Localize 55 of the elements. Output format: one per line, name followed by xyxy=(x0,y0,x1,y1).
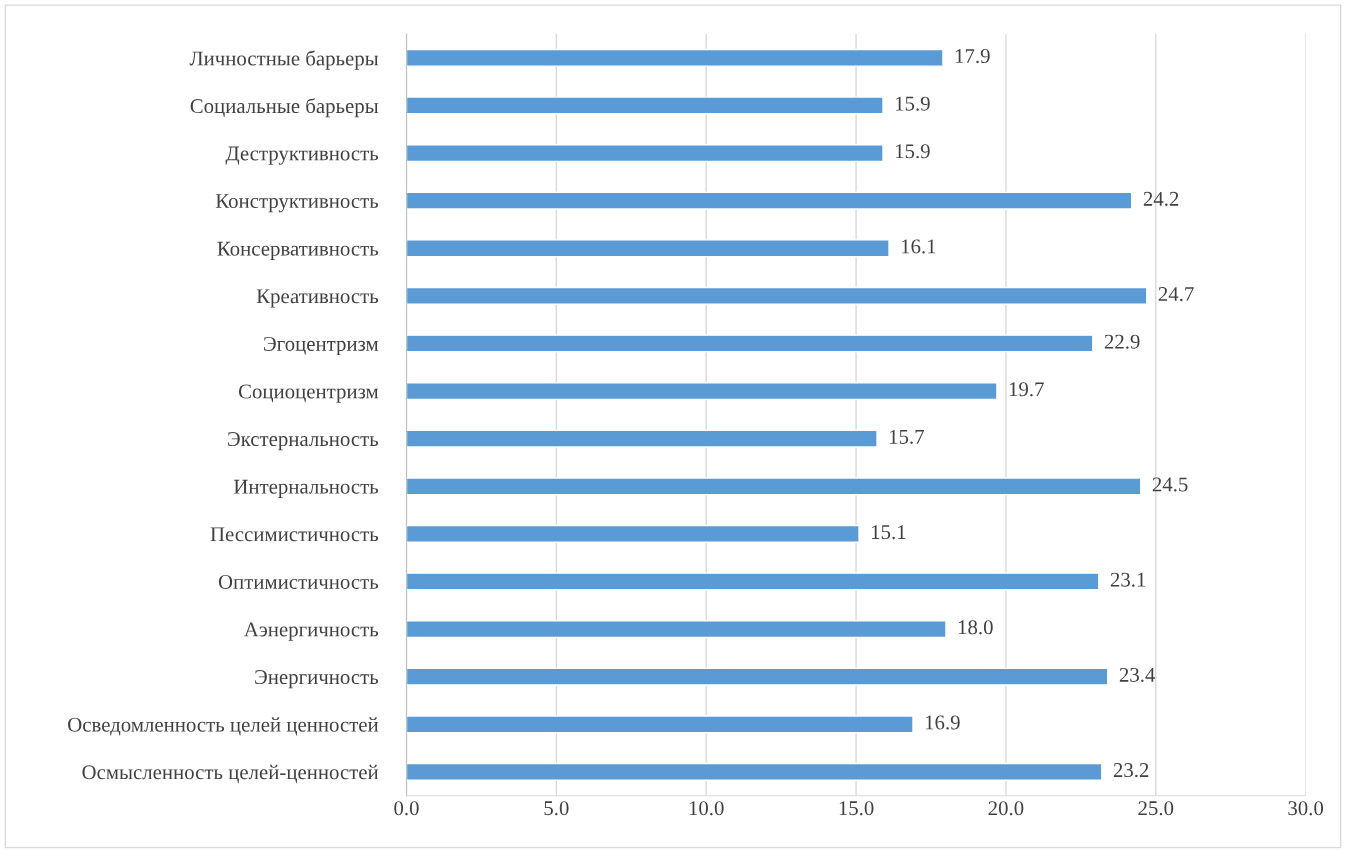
data-label: 22.9 xyxy=(1104,334,1140,349)
data-label: 24.5 xyxy=(1152,477,1188,492)
data-label: 23.2 xyxy=(1113,763,1149,778)
y-tick-label: Креативность xyxy=(256,289,379,308)
bar xyxy=(406,667,1109,686)
y-tick-label: Социальные барьеры xyxy=(190,97,379,118)
bar xyxy=(406,620,947,639)
y-tick-label: Пессимистичность xyxy=(210,527,379,542)
bar xyxy=(406,239,890,258)
y-tick-label: Социоцентризм xyxy=(238,384,379,403)
x-tick-label: 5.0 xyxy=(544,801,569,816)
bar xyxy=(406,96,884,115)
y-tick-label: Интернальность xyxy=(233,479,379,498)
y-tick-label: Эгоцентризм xyxy=(264,336,379,356)
bar xyxy=(406,572,1100,591)
bar xyxy=(406,334,1094,353)
data-label: 15.9 xyxy=(895,96,930,111)
y-tick-label: Оптимистичность xyxy=(218,574,379,589)
data-label: 15.9 xyxy=(895,144,930,159)
x-tick-label: 15.0 xyxy=(839,801,874,816)
data-label: 16.9 xyxy=(925,715,960,730)
y-tick-label: Деструктивность xyxy=(225,146,379,165)
data-label: 24.7 xyxy=(1158,287,1194,302)
data-label: 23.1 xyxy=(1110,572,1146,587)
bar xyxy=(406,382,998,401)
x-tick-label: 30.0 xyxy=(1288,801,1324,816)
data-label: 19.7 xyxy=(1009,382,1044,397)
bar xyxy=(406,715,914,734)
bar xyxy=(406,48,944,67)
data-label: 23.4 xyxy=(1119,667,1156,682)
data-label: 18.0 xyxy=(958,620,993,635)
bar xyxy=(406,477,1142,496)
bar xyxy=(406,524,860,543)
y-tick-label: Консервативность xyxy=(217,241,379,260)
data-label: 16.1 xyxy=(901,239,936,254)
data-label: 24.2 xyxy=(1143,191,1179,206)
bar xyxy=(406,429,878,448)
data-label: 15.7 xyxy=(889,429,925,444)
x-tick-label: 0.0 xyxy=(394,801,419,816)
y-tick-label: Конструктивность xyxy=(215,194,379,213)
x-tick-label: 25.0 xyxy=(1138,801,1174,816)
y-tick-label: Экстернальность xyxy=(228,432,379,451)
data-label: 17.9 xyxy=(955,49,990,64)
bar xyxy=(406,144,884,163)
bar xyxy=(406,762,1103,781)
x-tick-label: 20.0 xyxy=(988,801,1024,816)
data-label: 15.1 xyxy=(872,525,906,540)
y-tick-label: Осведомленность целей ценностей xyxy=(68,717,379,736)
bar xyxy=(406,191,1133,210)
bar xyxy=(406,286,1148,305)
y-tick-label: Осмысленность целей-ценностей xyxy=(82,764,379,784)
y-tick-label: Энергичность xyxy=(255,670,379,689)
x-tick-label: 10.0 xyxy=(689,801,724,816)
y-tick-label: Аэнергичность xyxy=(244,622,379,641)
y-tick-label: Личностные барьеры xyxy=(189,50,379,70)
